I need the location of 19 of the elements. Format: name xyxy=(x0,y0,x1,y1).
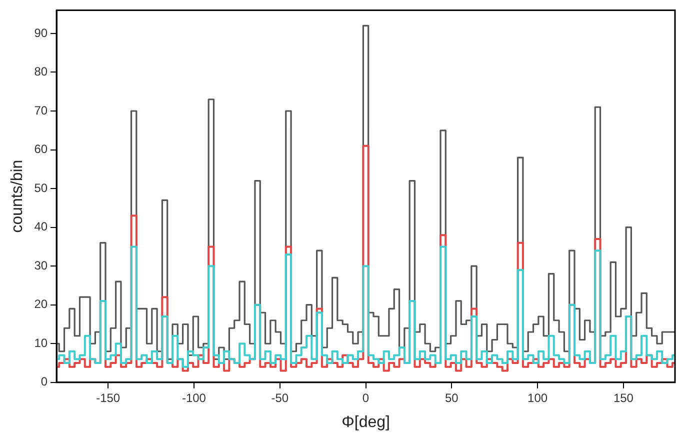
y-tick-label: 10 xyxy=(34,336,48,350)
y-tick-label: 40 xyxy=(34,220,48,234)
x-tick-label: -150 xyxy=(96,390,120,405)
y-tick-label: 0 xyxy=(40,374,48,389)
y-tick-label: 70 xyxy=(34,103,48,118)
x-axis-title: Φ[deg] xyxy=(342,414,390,431)
y-tick-label: 20 xyxy=(34,297,48,312)
x-tick-label: -50 xyxy=(271,390,289,405)
x-tick-label: 50 xyxy=(444,390,459,405)
x-tick-label: 100 xyxy=(528,390,548,405)
x-tick-label: 150 xyxy=(613,390,634,405)
x-tick-label: -100 xyxy=(182,390,206,405)
y-axis-title: counts/bin xyxy=(9,160,26,233)
y-tick-label: 60 xyxy=(34,142,48,156)
y-tick-label: 80 xyxy=(34,64,48,79)
y-tick-label: 90 xyxy=(34,26,48,40)
x-tick-label: 0 xyxy=(362,390,370,405)
y-tick-label: 30 xyxy=(34,258,48,272)
y-tick-label: 50 xyxy=(34,180,48,195)
